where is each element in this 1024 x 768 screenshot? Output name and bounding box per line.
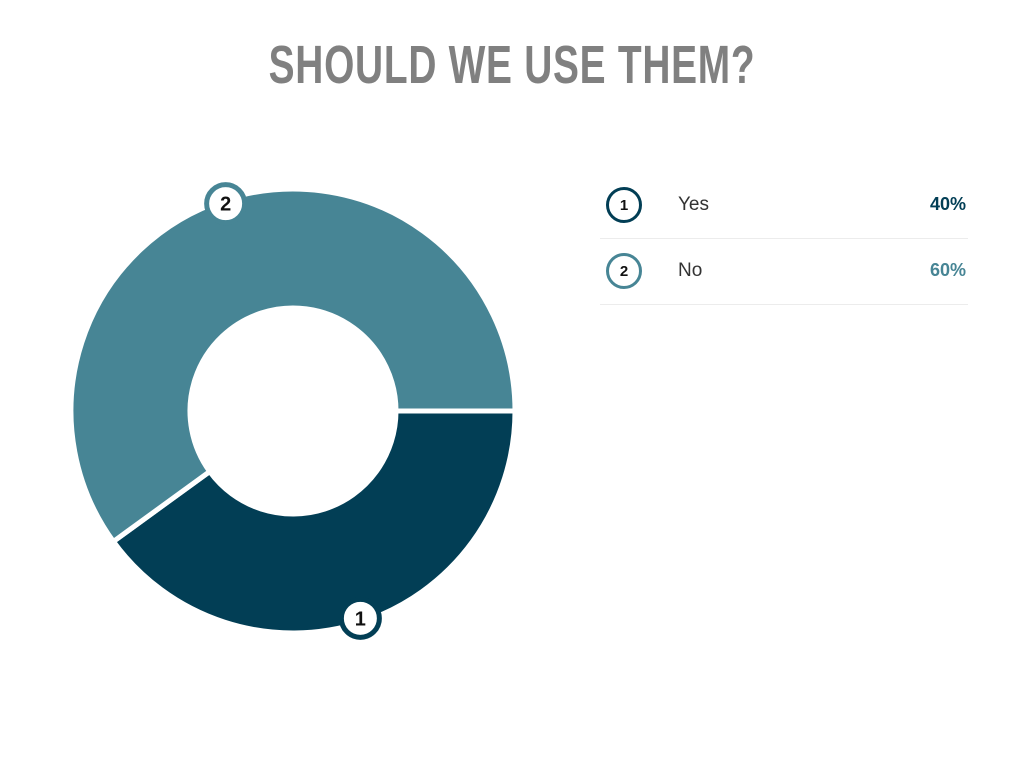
legend-item-yes: 1 Yes 40% [600,173,968,239]
legend-label: No [678,260,703,281]
donut-slice-no [68,186,518,545]
legend-marker: 2 [606,253,642,289]
marker-circle [338,596,382,640]
donut-chart: 12 [68,182,518,640]
slice-marker-2: 2 [204,182,248,226]
legend-label: Yes [678,194,709,215]
legend-item-no: 2 No 60% [600,239,968,305]
legend: 1 Yes 40% 2 No 60% [600,173,968,305]
marker-label: 1 [355,608,366,630]
marker-label: 2 [220,194,231,216]
donut-slice-yes [109,408,518,636]
legend-value: 40% [929,194,966,214]
legend-value: 60% [929,260,966,280]
marker-circle [204,182,248,226]
slide-title: SHOULD WE USE THEM? [268,35,756,95]
legend-marker: 1 [606,187,642,223]
slice-marker-1: 1 [338,596,382,640]
